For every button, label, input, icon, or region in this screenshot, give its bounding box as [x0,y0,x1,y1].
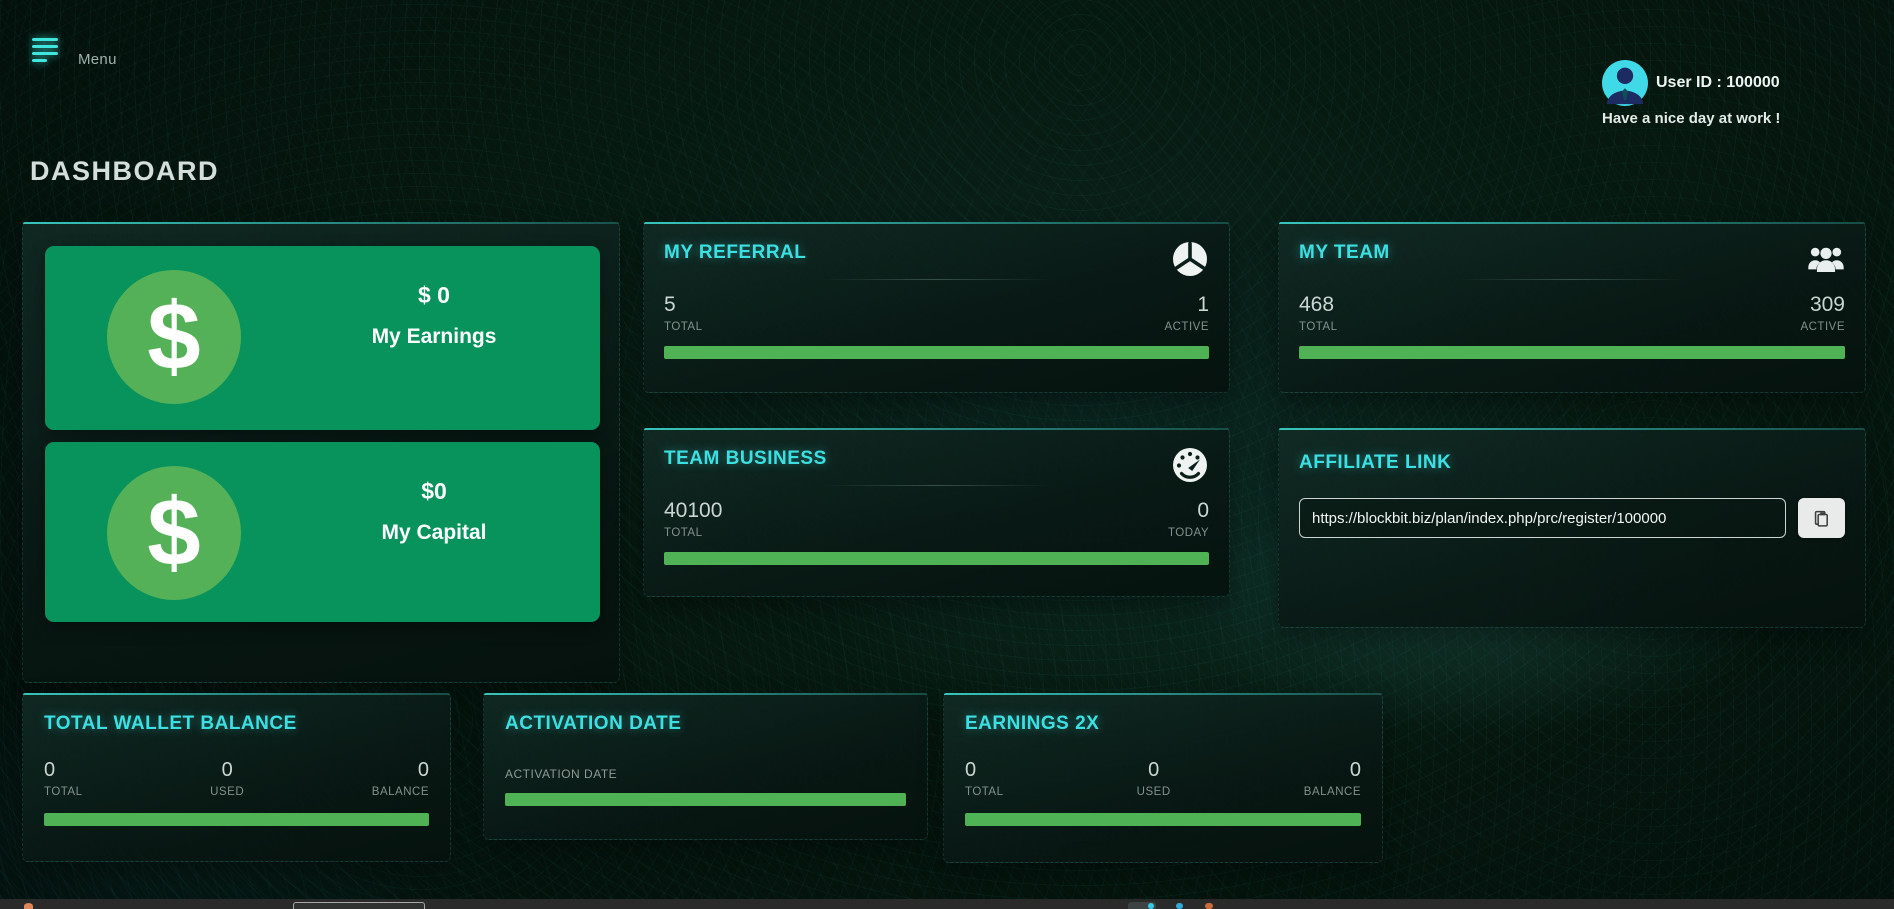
gauge-icon [1173,448,1207,482]
affiliate-link-input[interactable] [1299,498,1786,538]
my-referral-card: MY REFERRAL 5 TOTAL 1 ACTIVE [643,222,1230,393]
taskbar-icon[interactable] [24,903,33,909]
team-total-label: TOTAL [1299,321,1338,333]
earn2x-used-label: USED [1136,786,1171,798]
divider [1457,279,1687,280]
greeting-text: Have a nice day at work ! [1602,110,1781,127]
wallet-total-value: 0 [44,759,56,781]
business-total-value: 40100 [664,499,723,522]
hamburger-icon [32,38,58,41]
taskbar-icon[interactable] [1176,903,1183,909]
affiliate-link-title: AFFILIATE LINK [1299,452,1452,473]
team-active-value: 309 [1809,293,1845,316]
taskbar-strip[interactable] [0,899,1894,909]
earnings-label: My Earnings [371,325,497,348]
earn2x-progress-bar [965,813,1361,826]
taskbar-icon[interactable] [1128,902,1156,909]
earn2x-balance-value: 0 [1349,759,1361,781]
menu-label[interactable]: Menu [78,51,117,68]
business-total-label: TOTAL [664,527,703,539]
users-group-icon [1808,247,1844,272]
capital-label: My Capital [381,521,487,544]
my-earnings-card: $ $ 0 My Earnings [45,246,600,430]
activation-progress-bar [505,793,906,806]
menu-button[interactable] [32,38,66,68]
fan-chart-icon [1173,241,1207,276]
clipboard-icon [1814,510,1828,527]
wallet-used-label: USED [210,786,245,798]
earn2x-total-value: 0 [965,759,977,781]
activation-date-card: ACTIVATION DATE ACTIVATION DATE [483,693,928,840]
wallet-balance-value: 0 [417,759,429,781]
user-avatar[interactable] [1602,60,1648,106]
affiliate-link-card: AFFILIATE LINK [1278,428,1866,628]
team-business-card: TEAM BUSINESS 40100 TOTAL 0 TODAY [643,428,1230,597]
activation-title: ACTIVATION DATE [505,713,682,734]
wallet-progress-bar [44,813,429,826]
team-progress-bar [1299,346,1845,359]
business-progress-bar [664,552,1209,565]
my-capital-card: $ $0 My Capital [45,442,600,622]
my-referral-title: MY REFERRAL [664,242,807,263]
page-title: DASHBOARD [30,156,219,186]
taskbar-search-box[interactable] [293,902,425,909]
referral-active-value: 1 [1197,293,1209,316]
user-avatar-icon [1602,60,1648,106]
earnings-amount: $ 0 [418,282,450,308]
earnings-2x-card: EARNINGS 2X 0 TOTAL 0 USED 0 BALANCE [943,693,1383,863]
total-wallet-balance-card: TOTAL WALLET BALANCE 0 TOTAL 0 USED 0 BA… [22,693,451,862]
activation-sub-label: ACTIVATION DATE [505,767,618,781]
dollar-icon: $ [107,466,241,600]
business-today-value: 0 [1197,499,1209,522]
divider [822,279,1051,280]
divider [822,485,1051,486]
wallet-used-value: 0 [221,759,233,781]
copy-link-button[interactable] [1798,498,1845,538]
dollar-icon: $ [107,270,241,404]
taskbar-icon[interactable] [1205,903,1213,909]
referral-progress-bar [664,346,1209,359]
referral-total-value: 5 [664,293,676,316]
user-id-text: User ID : 100000 [1656,74,1780,91]
earn2x-used-value: 0 [1148,759,1160,781]
wallet-total-label: TOTAL [44,786,83,798]
team-business-title: TEAM BUSINESS [664,448,827,469]
my-team-card: MY TEAM 468 TOTAL 309 ACTIVE [1278,222,1866,393]
taskbar-icon[interactable] [1148,903,1154,909]
wallet-balance-label: BALANCE [371,786,429,798]
earn2x-total-label: TOTAL [965,786,1004,798]
earnings-2x-title: EARNINGS 2X [965,713,1100,734]
capital-amount: $0 [421,478,447,504]
earn2x-balance-label: BALANCE [1303,786,1361,798]
my-team-title: MY TEAM [1299,242,1390,263]
team-active-label: ACTIVE [1800,321,1845,333]
business-today-label: TODAY [1167,527,1209,539]
wallet-title: TOTAL WALLET BALANCE [44,713,297,734]
earnings-panel: $ $ 0 My Earnings $ $0 My Capital [22,222,620,683]
referral-active-label: ACTIVE [1164,321,1209,333]
referral-total-label: TOTAL [664,321,703,333]
team-total-value: 468 [1299,293,1335,316]
